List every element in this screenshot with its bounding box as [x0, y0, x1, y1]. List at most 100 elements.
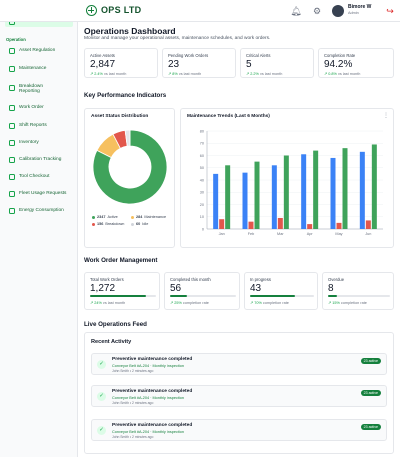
sidebar-item-label: Calibration Tracking — [19, 157, 62, 162]
sidebar: Navigation Dashboard Operation Asset Reg… — [0, 0, 78, 457]
wo-card-overdue[interactable]: Overdue 8 ↗ 15% completion rate — [322, 272, 394, 310]
wo-trend: ↗ 25% completion rate — [170, 301, 209, 305]
activity-meta: John Smith • 2 minutes ago — [112, 369, 154, 373]
donut-slice-idle — [124, 129, 131, 147]
brand-name: OPS LTD — [101, 5, 142, 15]
sidebar-item-label: Maintenance — [19, 66, 47, 71]
activity-item[interactable]: ✓ Preventive maintenance completed Conve… — [91, 419, 387, 441]
status-badge: 23 active — [360, 424, 381, 430]
sidebar-item-shift-reports[interactable]: Shift Reports — [5, 120, 73, 131]
kpi-trend: ↗ 2.2% vs last month — [246, 72, 283, 76]
sidebar-item-label: Inventory — [19, 140, 39, 145]
y-tick-label: 40 — [200, 178, 204, 182]
x-tick-label: May — [335, 232, 342, 236]
section-title-work-orders: Work Order Management — [84, 257, 158, 264]
clipboard-icon — [9, 104, 15, 111]
box-icon — [9, 47, 15, 54]
kpi-card-pending-work-orders[interactable]: Pending Work Orders 23 ↗ 8% vs last mont… — [162, 48, 236, 78]
wo-progress-fill — [170, 295, 187, 297]
sidebar-item-tool-checkout[interactable]: Tool Checkout — [5, 171, 73, 182]
y-tick-label: 60 — [200, 154, 204, 158]
activity-item[interactable]: ✓ Preventive maintenance completed Conve… — [91, 353, 387, 375]
kpi-card-active-assets[interactable]: Active Assets 2,847 ↗ 2.4% vs last month — [84, 48, 158, 78]
wo-card-in-progress[interactable]: In progress 43 ↗ 70% completion rate — [244, 272, 318, 310]
y-tick-label: 0 — [202, 227, 204, 231]
sidebar-item-energy-consumption[interactable]: Energy Consumption — [5, 205, 73, 216]
kpi-label: Critical Alerts — [246, 53, 271, 58]
kpi-trend: ↗ 0.8% vs last month — [324, 72, 361, 76]
gauge-icon — [9, 156, 15, 163]
tool-icon — [9, 173, 15, 180]
sidebar-item-maintenance[interactable]: Maintenance — [5, 63, 73, 74]
sidebar-item-breakdown-reporting[interactable]: Breakdown Reporting — [5, 83, 73, 97]
wo-progress-track — [250, 295, 314, 297]
sidebar-item-work-order[interactable]: Work Order — [5, 102, 73, 113]
wo-progress-track — [90, 295, 156, 297]
bar-mar-s0 — [271, 165, 277, 229]
check-circle-icon: ✓ — [97, 360, 106, 369]
bar-may-s1 — [336, 222, 342, 229]
activity-title: Preventive maintenance completed — [112, 357, 193, 362]
kpi-trend: ↗ 8% vs last month — [168, 72, 202, 76]
wo-value: 43 — [250, 283, 262, 294]
wo-card-total[interactable]: Total Work Orders 1,272 ↗ 24% vs last mo… — [84, 272, 160, 310]
sidebar-item-fleet-usage-requests[interactable]: Fleet Usage Requests — [5, 188, 73, 199]
activity-item[interactable]: ✓ Preventive maintenance completed Conve… — [91, 385, 387, 407]
check-circle-icon: ✓ — [97, 426, 106, 435]
wo-progress-fill — [328, 295, 338, 297]
sidebar-item-inventory[interactable]: Inventory — [5, 137, 73, 148]
bar-jan-s2 — [225, 165, 231, 229]
avatar[interactable] — [332, 5, 344, 17]
sidebar-item-label: Energy Consumption — [19, 208, 64, 213]
user-name: Bimore W — [348, 4, 372, 10]
card-title: Asset Status Distribution — [91, 114, 149, 119]
kpi-card-critical-alerts[interactable]: Critical Alerts 5 ↗ 2.2% vs last month — [240, 48, 314, 78]
y-tick-label: 50 — [200, 166, 204, 170]
bar-jun-s2 — [371, 144, 377, 229]
section-title-feed: Live Operations Feed — [84, 321, 147, 328]
bar-jun-s0 — [359, 151, 365, 229]
gear-icon[interactable]: ⚙ — [312, 6, 322, 16]
kpi-label: Completion Rate — [324, 53, 356, 58]
more-options-icon[interactable]: ⋮ — [383, 113, 389, 119]
card-title: Maintenance Trends (Last 6 Months) — [187, 114, 270, 119]
y-tick-label: 10 — [200, 215, 204, 219]
wo-progress-fill — [90, 295, 147, 297]
card-title: Recent Activity — [91, 339, 132, 345]
bell-icon[interactable]: 🔔︎ — [290, 6, 302, 16]
kpi-value: 94.2% — [324, 59, 353, 70]
wo-value: 8 — [328, 283, 334, 294]
bar-jun-s1 — [365, 220, 371, 229]
wo-label: Overdue — [328, 277, 345, 282]
legend-idle: 60 Idle — [131, 222, 148, 226]
page-subtitle: Monitor and manage your operational asse… — [84, 36, 271, 41]
sidebar-item-label: Asset Regulation — [19, 48, 56, 53]
recent-activity-card: Recent Activity ✓ Preventive maintenance… — [84, 332, 394, 454]
bar-jan-s0 — [213, 173, 219, 229]
bar-apr-s0 — [301, 154, 307, 229]
bar-may-s2 — [342, 148, 348, 229]
activity-meta: John Smith • 2 minutes ago — [112, 401, 154, 405]
sidebar-item-label: Shift Reports — [19, 123, 47, 128]
sidebar-item-label: Tool Checkout — [19, 174, 50, 179]
kpi-label: Pending Work Orders — [168, 53, 209, 58]
asset-status-card: Asset Status Distribution 2347 Active 284… — [84, 108, 175, 248]
sidebar-item-asset-regulation[interactable]: Asset Regulation — [5, 45, 73, 56]
donut-slice-active — [92, 129, 168, 205]
logo-icon — [86, 5, 97, 16]
sidebar-item-calibration-tracking[interactable]: Calibration Tracking — [5, 154, 73, 165]
x-tick-label: Apr — [307, 232, 314, 236]
x-tick-label: Feb — [248, 232, 255, 236]
wo-card-completed[interactable]: Completed this month 56 ↗ 25% completion… — [164, 272, 240, 310]
wo-trend: ↗ 24% vs last month — [90, 301, 126, 305]
alert-icon — [9, 85, 15, 91]
kpi-trend: ↗ 2.4% vs last month — [90, 72, 127, 76]
bar-may-s0 — [330, 157, 336, 229]
kpi-card-completion-rate[interactable]: Completion Rate 94.2% ↗ 0.8% vs last mon… — [318, 48, 394, 78]
package-icon — [9, 139, 15, 146]
bolt-icon — [9, 207, 15, 214]
logout-icon[interactable]: ↪ — [386, 6, 394, 16]
maintenance-trends-card: Maintenance Trends (Last 6 Months) ⋮ 0 10… — [180, 108, 394, 248]
activity-meta: John Smith • 2 minutes ago — [112, 435, 154, 439]
sidebar-item-label: Fleet Usage Requests — [19, 191, 67, 196]
